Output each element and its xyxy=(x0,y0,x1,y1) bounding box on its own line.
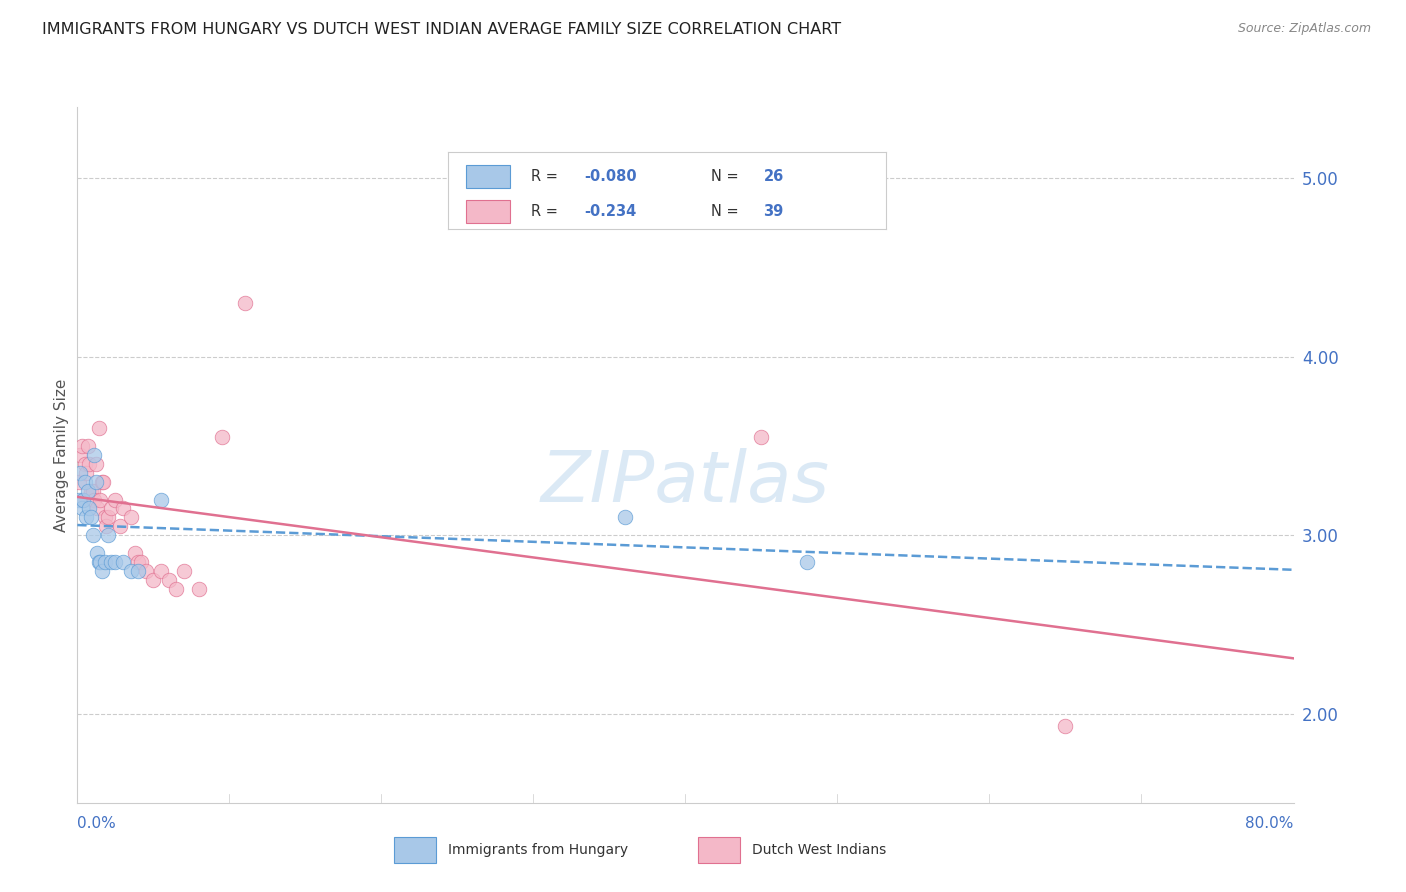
Point xyxy=(83,492,105,507)
Point xyxy=(70,439,93,453)
Point xyxy=(111,501,134,516)
Point xyxy=(233,296,256,310)
Text: 0.0%: 0.0% xyxy=(77,816,117,831)
Point xyxy=(149,564,172,578)
Y-axis label: Average Family Size: Average Family Size xyxy=(53,378,69,532)
Point xyxy=(69,448,91,462)
Point xyxy=(127,555,149,569)
Point xyxy=(75,466,97,480)
Point xyxy=(124,546,146,560)
Point xyxy=(73,475,96,489)
Point xyxy=(86,546,108,560)
Point xyxy=(93,510,115,524)
Point xyxy=(100,501,122,516)
Point xyxy=(796,555,818,569)
Point xyxy=(93,555,115,569)
Point xyxy=(72,492,94,507)
Text: ZIPatlas: ZIPatlas xyxy=(541,449,830,517)
Point xyxy=(72,492,94,507)
Point xyxy=(104,492,127,507)
Point xyxy=(104,555,127,569)
Point xyxy=(91,475,114,489)
Point xyxy=(97,510,120,524)
Point xyxy=(96,519,118,533)
Point xyxy=(77,439,100,453)
Point xyxy=(75,510,97,524)
Point xyxy=(157,573,180,587)
Point xyxy=(90,564,112,578)
Point xyxy=(80,483,103,498)
Point xyxy=(165,582,187,596)
Point xyxy=(67,492,90,507)
Point xyxy=(173,564,195,578)
Point xyxy=(84,457,107,471)
Point xyxy=(87,421,110,435)
Text: Source: ZipAtlas.com: Source: ZipAtlas.com xyxy=(1237,22,1371,36)
Point xyxy=(100,555,122,569)
Point xyxy=(613,510,636,524)
Point xyxy=(142,573,165,587)
Point xyxy=(67,475,90,489)
Point xyxy=(97,528,120,542)
Point xyxy=(73,457,96,471)
Point xyxy=(87,555,110,569)
Text: IMMIGRANTS FROM HUNGARY VS DUTCH WEST INDIAN AVERAGE FAMILY SIZE CORRELATION CHA: IMMIGRANTS FROM HUNGARY VS DUTCH WEST IN… xyxy=(42,22,841,37)
Point xyxy=(111,555,134,569)
Point xyxy=(211,430,233,444)
Point xyxy=(82,483,104,498)
Point xyxy=(135,564,157,578)
Point xyxy=(70,501,93,516)
Point xyxy=(80,510,103,524)
Point xyxy=(120,510,142,524)
Point xyxy=(188,582,211,596)
Point xyxy=(89,555,111,569)
Point xyxy=(751,430,773,444)
Point xyxy=(83,448,105,462)
Point xyxy=(84,475,107,489)
Point xyxy=(79,501,101,516)
Point xyxy=(89,492,111,507)
Point xyxy=(149,492,172,507)
Point xyxy=(77,483,100,498)
Point xyxy=(79,457,101,471)
Point xyxy=(69,466,91,480)
Point xyxy=(129,555,152,569)
Point xyxy=(108,519,131,533)
Point xyxy=(127,564,149,578)
Point xyxy=(1054,719,1077,733)
Point xyxy=(90,475,112,489)
Point xyxy=(86,501,108,516)
Point xyxy=(120,564,142,578)
Point xyxy=(82,528,104,542)
Text: 80.0%: 80.0% xyxy=(1246,816,1294,831)
